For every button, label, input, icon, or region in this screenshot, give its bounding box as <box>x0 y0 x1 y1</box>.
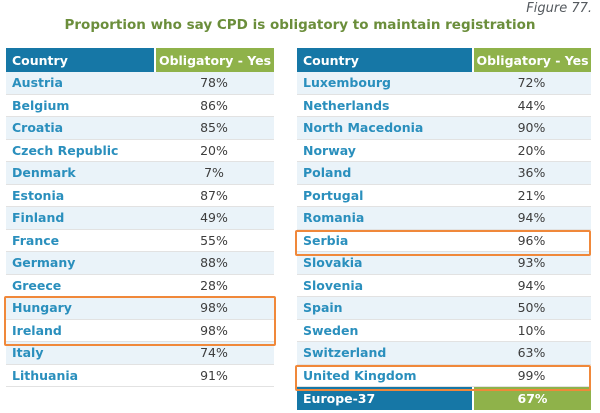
value-cell: 78% <box>154 72 274 94</box>
country-cell: Sweden <box>303 322 359 338</box>
value-cell: 44% <box>517 97 546 113</box>
table-row: Slovakia 93% <box>297 252 591 275</box>
value-cell: 87% <box>200 187 228 203</box>
table-row: Lithuania 91% <box>6 365 274 387</box>
table-row: Switzerland 63% <box>297 342 591 365</box>
table-row: Czech Republic 20% <box>6 140 274 162</box>
table-header: Country Obligatory - Yes <box>6 48 274 72</box>
left-table: Country Obligatory - Yes Austria 78% Belg… <box>6 48 274 387</box>
country-cell: Spain <box>297 297 472 319</box>
value-cell: 55% <box>200 232 228 248</box>
value-cell: 50% <box>472 297 591 319</box>
value-cell: 28% <box>200 277 228 293</box>
total-row: Europe-37 67% <box>297 387 591 410</box>
country-cell: Ireland <box>12 322 62 338</box>
value-cell: 90% <box>472 117 591 139</box>
table-row: Estonia 87% <box>6 185 274 207</box>
country-cell: Italy <box>6 342 154 364</box>
country-cell: Croatia <box>6 117 154 139</box>
table-row: Croatia 85% <box>6 117 274 140</box>
country-cell: Serbia <box>303 232 349 248</box>
country-cell: Belgium <box>12 97 70 113</box>
country-cell: Netherlands <box>303 97 390 113</box>
value-cell: 7% <box>154 162 274 184</box>
country-cell: Portugal <box>303 187 364 203</box>
column-header-obligatory: Obligatory - Yes <box>156 48 274 72</box>
column-header-obligatory: Obligatory - Yes <box>474 48 591 72</box>
table-row: Spain 50% <box>297 297 591 320</box>
column-header-country: Country <box>6 48 154 72</box>
country-cell: Switzerland <box>297 342 472 364</box>
country-cell: France <box>12 232 60 248</box>
table-row: Finland 49% <box>6 207 274 230</box>
country-cell: Denmark <box>6 162 154 184</box>
country-cell: Romania <box>297 207 472 229</box>
value-cell: 93% <box>472 252 591 274</box>
table-row: France 55% <box>6 230 274 252</box>
table-row: Norway 20% <box>297 140 591 162</box>
country-cell: Slovenia <box>303 277 364 293</box>
value-cell: 10% <box>517 322 546 338</box>
total-value-cell: 67% <box>474 387 591 410</box>
value-cell: 72% <box>472 72 591 94</box>
value-cell: 85% <box>154 117 274 139</box>
table-row: Greece 28% <box>6 275 274 297</box>
table-row: Slovenia 94% <box>297 275 591 297</box>
value-cell: 98% <box>200 322 228 338</box>
figure-label: Figure 77. <box>526 1 592 16</box>
country-cell: Hungary <box>6 297 154 319</box>
table-row: Romania 94% <box>297 207 591 230</box>
country-cell: Luxembourg <box>297 72 472 94</box>
value-cell: 20% <box>517 142 546 158</box>
value-cell: 94% <box>472 207 591 229</box>
value-cell: 20% <box>200 142 228 158</box>
table-row: Portugal 21% <box>297 185 591 207</box>
table-row: United Kingdom 99% <box>297 365 591 387</box>
table-row: Italy 74% <box>6 342 274 365</box>
country-cell: Norway <box>303 142 356 158</box>
table-row: Poland 36% <box>297 162 591 185</box>
value-cell: 88% <box>154 252 274 274</box>
table-header: Country Obligatory - Yes <box>297 48 591 72</box>
value-cell: 91% <box>200 367 228 383</box>
value-cell: 74% <box>154 342 274 364</box>
column-header-country: Country <box>297 48 472 72</box>
country-cell: Greece <box>12 277 62 293</box>
table-row: Netherlands 44% <box>297 95 591 117</box>
table-row: Ireland 98% <box>6 320 274 342</box>
value-cell: 36% <box>472 162 591 184</box>
value-cell: 98% <box>154 297 274 319</box>
total-country-cell: Europe-37 <box>297 387 472 410</box>
country-cell: Estonia <box>12 187 65 203</box>
country-cell: Czech Republic <box>12 142 119 158</box>
value-cell: 94% <box>517 277 546 293</box>
country-cell: Austria <box>6 72 154 94</box>
right-table: Country Obligatory - Yes Luxembourg 72% N… <box>297 48 591 410</box>
value-cell: 99% <box>517 367 546 383</box>
table-row: Denmark 7% <box>6 162 274 185</box>
country-cell: Poland <box>297 162 472 184</box>
value-cell: 63% <box>472 342 591 364</box>
value-cell: 96% <box>517 232 546 248</box>
table-row: Austria 78% <box>6 72 274 95</box>
value-cell: 86% <box>200 97 228 113</box>
country-cell: Slovakia <box>297 252 472 274</box>
value-cell: 49% <box>154 207 274 229</box>
page-title: Proportion who say CPD is obligatory to … <box>64 17 536 33</box>
value-cell: 21% <box>517 187 546 203</box>
country-cell: North Macedonia <box>297 117 472 139</box>
table-row: Belgium 86% <box>6 95 274 117</box>
table-row: Hungary 98% <box>6 297 274 320</box>
table-row: Luxembourg 72% <box>297 72 591 95</box>
table-row: North Macedonia 90% <box>297 117 591 140</box>
table-row: Sweden 10% <box>297 320 591 342</box>
country-cell: Lithuania <box>12 367 79 383</box>
country-cell: United Kingdom <box>303 367 417 383</box>
table-row: Germany 88% <box>6 252 274 275</box>
country-cell: Germany <box>6 252 154 274</box>
country-cell: Finland <box>6 207 154 229</box>
table-row: Serbia 96% <box>297 230 591 252</box>
